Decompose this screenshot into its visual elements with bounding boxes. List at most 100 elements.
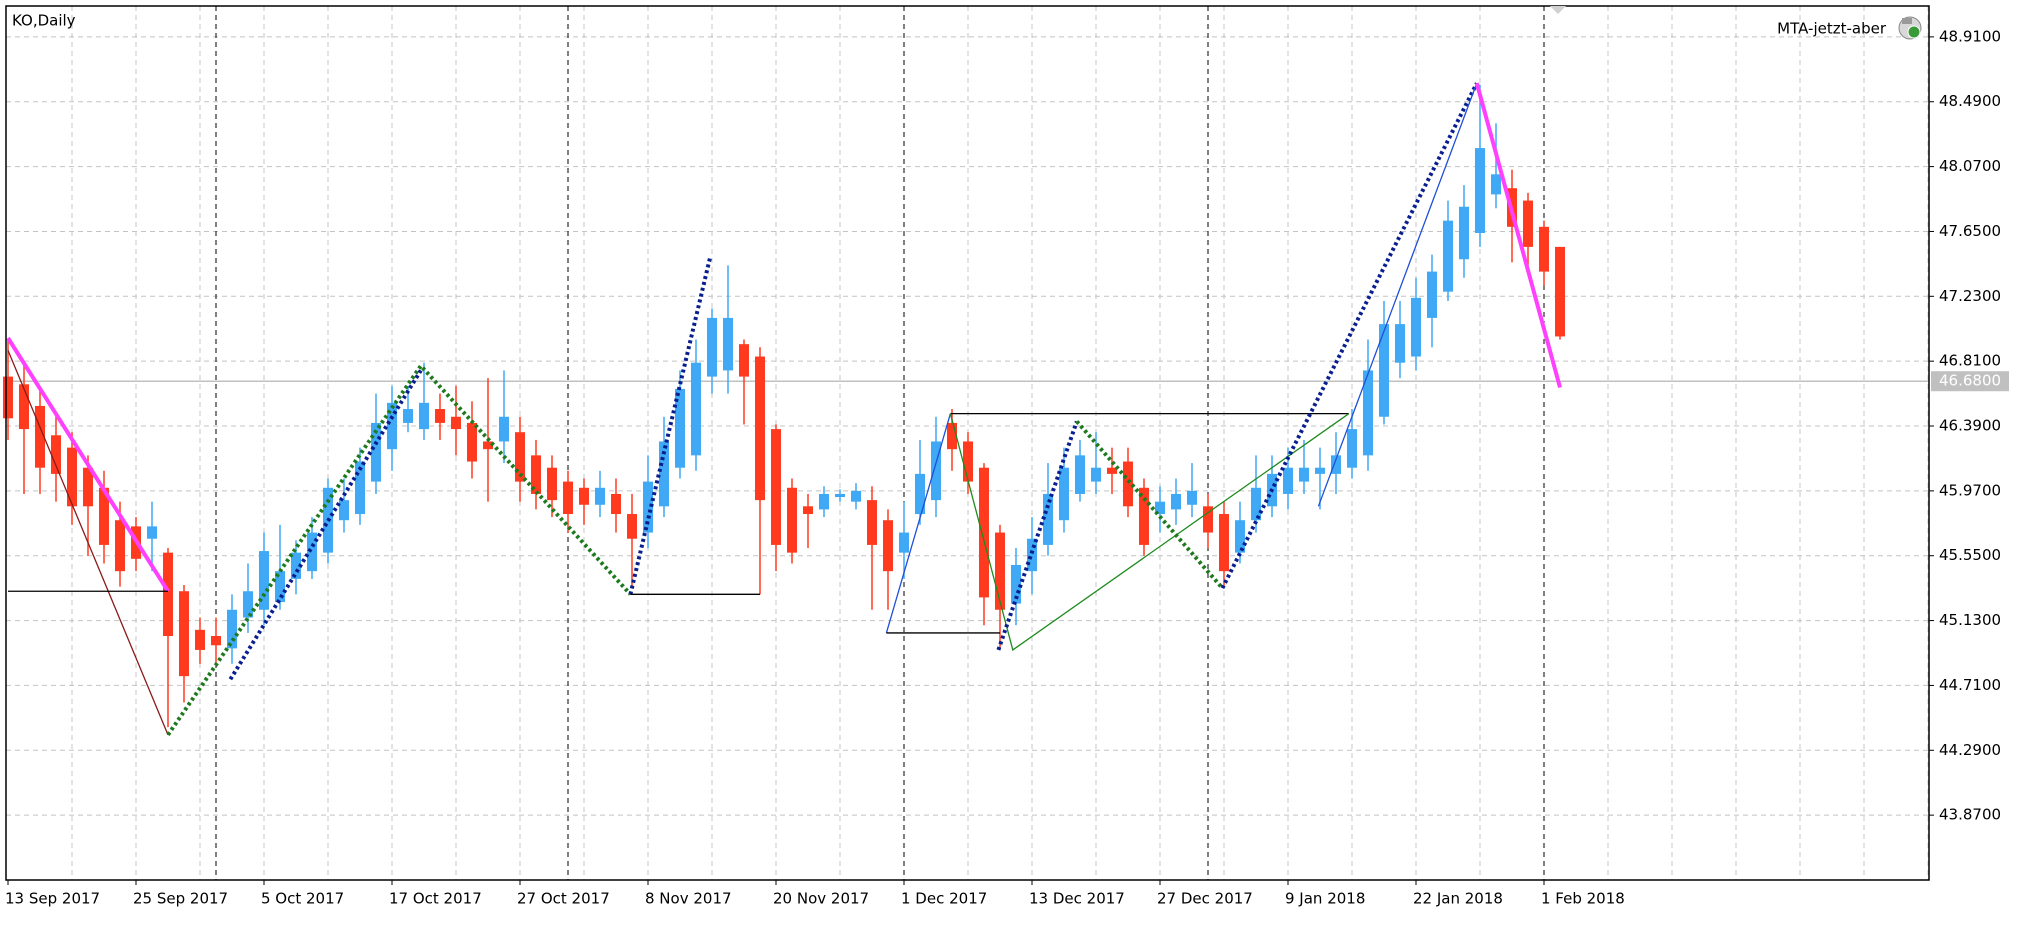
x-tick-label: 8 Nov 2017 [645, 890, 732, 908]
candle-body [179, 591, 189, 677]
candle-body [195, 629, 205, 650]
candle-body [1379, 324, 1389, 417]
x-tick-label: 27 Dec 2017 [1157, 890, 1253, 908]
indicator-icon [1898, 16, 1922, 40]
candle-body [1155, 501, 1165, 515]
candle-body [1347, 429, 1357, 468]
candle-body [1075, 455, 1085, 494]
candle-body [99, 487, 109, 545]
candle-body [691, 362, 701, 456]
x-tick-label: 1 Feb 2018 [1541, 890, 1625, 908]
candle-body [435, 409, 445, 423]
candle-body [147, 526, 157, 539]
indicator-line [166, 362, 632, 736]
candle-body [419, 402, 429, 430]
candle-body [211, 636, 221, 646]
candle-body [387, 402, 397, 450]
candle-body [1139, 487, 1149, 545]
candle-body [67, 447, 77, 507]
candle-body [371, 422, 381, 482]
candle-body [1523, 200, 1533, 247]
y-tick-label: 45.5500 [1939, 546, 2001, 564]
candle-body [1187, 490, 1197, 505]
candle-body [1299, 467, 1309, 482]
candle-body [403, 409, 413, 423]
candle-body [963, 441, 973, 482]
candle-body [1219, 514, 1229, 572]
candle-body [579, 487, 589, 505]
candle-body [931, 441, 941, 501]
x-tick-label: 22 Jan 2018 [1413, 890, 1503, 908]
y-tick-label: 47.6500 [1939, 222, 2001, 240]
x-tick-label: 13 Sep 2017 [5, 890, 100, 908]
x-tick-label: 5 Oct 2017 [261, 890, 344, 908]
candle-body [851, 490, 861, 502]
candle-body [483, 441, 493, 450]
candle-body [595, 487, 605, 505]
candle-body [1043, 493, 1053, 545]
candle-body [19, 384, 29, 430]
y-tick-label: 48.0700 [1939, 157, 2001, 175]
candle-body [643, 481, 653, 533]
chart-title: KO,Daily [12, 12, 76, 30]
candle-body [771, 429, 781, 545]
candle-body [1539, 226, 1549, 272]
candle-body [451, 416, 461, 430]
candle-body [883, 520, 893, 572]
candle-body [1443, 220, 1453, 292]
candle-body [1171, 493, 1181, 510]
candle-body [819, 493, 829, 510]
plot-frame [5, 5, 1930, 881]
y-tick-label: 44.7100 [1939, 676, 2001, 694]
indicator-line [7, 350, 169, 736]
candle-body [627, 514, 637, 539]
candle-body [675, 388, 685, 468]
y-tick-label: 45.1300 [1939, 611, 2001, 629]
candle-body [1315, 467, 1325, 474]
indicator-line [1317, 82, 1478, 507]
indicator-line [1474, 82, 1562, 388]
candle-body [83, 467, 93, 507]
candle-body [275, 571, 285, 603]
candle-body [899, 532, 909, 553]
y-tick-label: 45.9700 [1939, 481, 2001, 499]
candle-body [307, 532, 317, 572]
y-tick-label: 47.2300 [1939, 287, 2001, 305]
candle-body [755, 356, 765, 501]
axis-layer: 48.9100 48.4900 48.0700 47.6500 47.2300 46.81… [5, 27, 2009, 908]
x-tick-label: 9 Jan 2018 [1285, 890, 1365, 908]
candle-body [259, 551, 269, 610]
candle-body [515, 432, 525, 482]
candle-body [1091, 467, 1101, 482]
indicator-line [996, 420, 1079, 651]
candle-body [227, 609, 237, 649]
indicator-line [885, 413, 952, 634]
x-tick-label: 25 Sep 2017 [133, 890, 228, 908]
x-tick-label: 17 Oct 2017 [389, 890, 482, 908]
current-price-label: 46.6800 [1939, 372, 2001, 390]
candle-body [739, 344, 749, 377]
candle-body [723, 317, 733, 371]
y-tick-label: 48.9100 [1939, 27, 2001, 45]
candle-body [1123, 461, 1133, 507]
candle-body [1427, 271, 1437, 318]
candle-body [787, 487, 797, 553]
candle-body [1283, 467, 1293, 494]
candle-body [1475, 148, 1485, 233]
candle-body [611, 493, 621, 515]
candle-body [979, 467, 989, 598]
candle-body [1027, 538, 1037, 572]
candle-body [1331, 455, 1341, 474]
overlay-layer [6, 82, 1562, 736]
candle-body [995, 532, 1005, 610]
y-tick-label: 46.3900 [1939, 417, 2001, 435]
candle-body [547, 467, 557, 501]
candle-body [1395, 324, 1405, 363]
candle-body [163, 552, 173, 637]
x-tick-label: 13 Dec 2017 [1029, 890, 1125, 908]
candle-body [659, 441, 669, 507]
shift-marker [1550, 6, 1566, 14]
